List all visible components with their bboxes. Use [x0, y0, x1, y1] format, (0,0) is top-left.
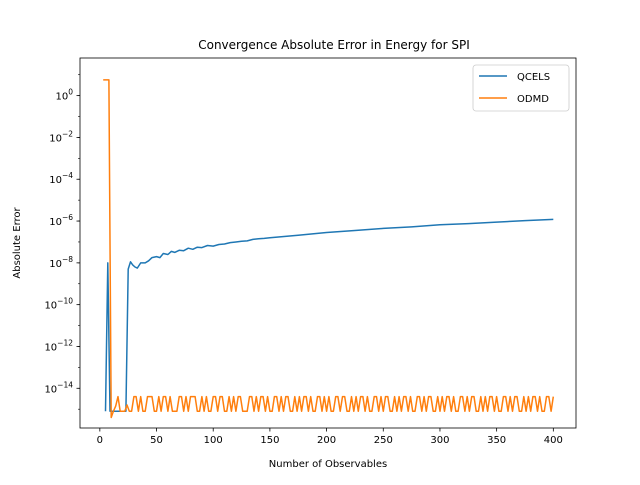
- y-tick-label: 100: [55, 88, 73, 103]
- x-tick-label: 400: [544, 435, 563, 446]
- legend-label-odmd: ODMD: [517, 94, 549, 105]
- y-tick-label: 10−4: [49, 171, 73, 186]
- y-tick-base: 10: [55, 92, 68, 103]
- series-line-qcels: [104, 218, 554, 413]
- y-tick-label: 10−6: [49, 213, 73, 228]
- series-group: [103, 79, 555, 419]
- y-tick-exponent: −6: [62, 213, 73, 222]
- y-tick-label: 10−12: [44, 338, 73, 353]
- x-tick-label: 300: [430, 435, 449, 446]
- y-tick-base: 10: [49, 133, 62, 144]
- y-tick-label: 10−10: [44, 297, 73, 312]
- y-tick-exponent: −4: [62, 171, 73, 180]
- y-tick-exponent: 0: [68, 88, 73, 97]
- legend-label-qcels: QCELS: [517, 72, 550, 83]
- x-tick-label: 100: [204, 435, 223, 446]
- y-tick-base: 10: [44, 342, 57, 353]
- y-tick-label: 10−8: [49, 255, 73, 270]
- y-tick-base: 10: [49, 259, 62, 270]
- x-tick-label: 0: [97, 435, 103, 446]
- x-tick-label: 350: [487, 435, 506, 446]
- y-tick-label: 10−2: [49, 129, 73, 144]
- x-tick-label: 200: [317, 435, 336, 446]
- y-tick-exponent: −10: [57, 297, 73, 306]
- y-tick-exponent: −8: [62, 255, 73, 264]
- x-tick-label: 250: [374, 435, 393, 446]
- x-axis-label: Number of Observables: [269, 459, 387, 470]
- x-axis-ticks: 0 50 100 150 200 250 300 350 400: [97, 428, 563, 446]
- y-tick-exponent: −12: [57, 338, 73, 347]
- series-line-odmd: [103, 79, 555, 419]
- y-tick-base: 10: [44, 301, 57, 312]
- plot-area: [79, 57, 577, 429]
- x-tick-label: 150: [260, 435, 279, 446]
- chart-title: Convergence Absolute Error in Energy for…: [198, 38, 470, 52]
- y-tick-label: 10−14: [44, 380, 73, 395]
- y-tick-base: 10: [49, 175, 62, 186]
- y-tick-exponent: −2: [62, 129, 73, 138]
- y-tick-base: 10: [49, 217, 62, 228]
- y-tick-exponent: −14: [57, 380, 73, 389]
- x-tick-label: 50: [150, 435, 163, 446]
- y-tick-base: 10: [44, 384, 57, 395]
- y-axis-label: Absolute Error: [12, 206, 23, 278]
- plot-frame: [79, 57, 577, 429]
- legend: QCELS ODMD: [472, 64, 570, 112]
